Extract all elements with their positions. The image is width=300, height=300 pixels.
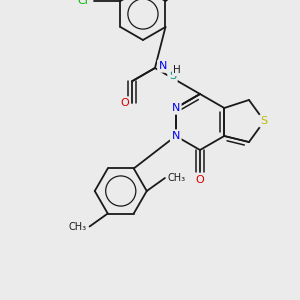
Text: Cl: Cl xyxy=(77,0,88,6)
Text: S: S xyxy=(169,71,176,81)
Text: N: N xyxy=(172,103,180,113)
Text: H: H xyxy=(173,65,181,75)
Text: N: N xyxy=(172,131,180,141)
Text: O: O xyxy=(196,175,204,185)
Text: O: O xyxy=(120,98,129,108)
Text: CH₃: CH₃ xyxy=(168,173,186,183)
Text: N: N xyxy=(159,61,167,71)
Text: S: S xyxy=(261,116,268,126)
Text: CH₃: CH₃ xyxy=(68,221,87,232)
